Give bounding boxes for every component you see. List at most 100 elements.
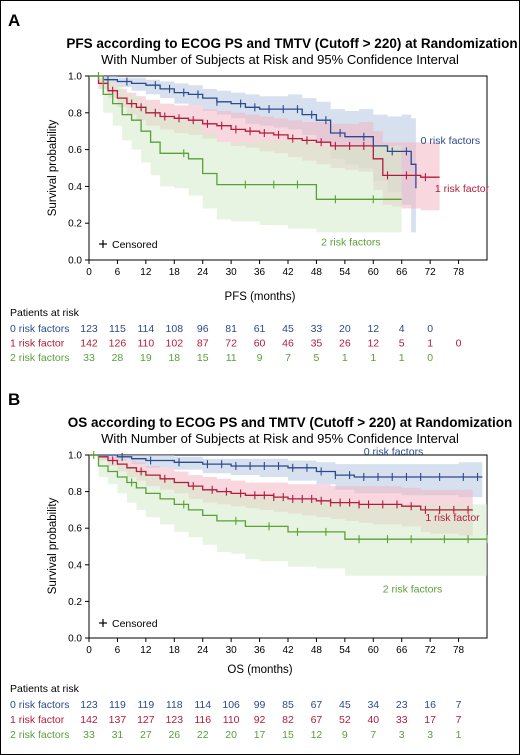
panel-b-x-tick-label: 36	[254, 645, 266, 656]
panel-a-x-tick-label: 0	[86, 267, 92, 278]
panel-b-risk-count: 7	[370, 729, 376, 741]
panel-b-risk-count: 92	[254, 714, 266, 726]
panel-a-risk-count: 81	[225, 323, 237, 335]
panel-b-risk-count: 110	[223, 714, 240, 726]
panel-a-x-tick-label: 30	[226, 267, 238, 278]
panel-a-risk-header: Patients at risk	[10, 307, 80, 319]
panel-a-risk-count: 4	[399, 323, 405, 335]
panel-a-risk-count: 26	[339, 338, 351, 350]
panel-b-risk-count: 20	[225, 729, 237, 741]
panel-a-risk-count: 45	[282, 323, 294, 335]
panel-a-risk-count: 1	[427, 338, 433, 350]
panel-b-risk-count: 12	[311, 729, 323, 741]
panel-a-risk-count: 0	[427, 323, 433, 335]
panel-a-risk-count: 5	[314, 352, 320, 364]
panel-b-x-tick-label: 0	[86, 645, 92, 656]
panel-b-risk-count: 119	[137, 699, 154, 711]
panel-a-risk-count: 87	[197, 338, 209, 350]
panel-b-risk-table: 0 risk factors 123 119 119 118 114 106 99 85 67 45…	[10, 699, 462, 741]
panel-b-x-axis-label: OS (months)	[227, 664, 292, 676]
panel-a-risk-count: 11	[226, 352, 237, 364]
panel-b-risk-count: 26	[168, 729, 180, 741]
panel-b-x-tick-label: 12	[140, 645, 152, 656]
panel-a-risk-count: 142	[80, 338, 98, 350]
panel-a-plot: 0 risk factors 1 risk factor 2 risk factor…	[68, 72, 490, 279]
panel-b-y-tick-label: 0.0	[68, 634, 82, 645]
panel-b-risk-row-name-0: 0 risk factors	[10, 699, 70, 711]
panel-a-x-tick-label: 66	[396, 267, 408, 278]
panel-b-risk-count: 9	[342, 729, 348, 741]
panel-a-survival-line-0	[89, 75, 417, 189]
panel-a-x-tick-label: 36	[254, 267, 266, 278]
panel-a-x-tick-label: 12	[140, 267, 152, 278]
panel-b-risk-count: 123	[80, 699, 98, 711]
panel-b-risk-count: 118	[166, 699, 183, 711]
panel-b-y-tick-label: 0.4	[68, 560, 82, 571]
panel-b-risk-count: 17	[254, 729, 266, 741]
panel-b-x-tick-label: 78	[453, 645, 465, 656]
panel-a-risk-count: 18	[168, 352, 180, 364]
panel-b-y-tick-label: 0.2	[68, 597, 82, 608]
panel-b-risk-count: 67	[311, 699, 323, 711]
panel-a-risk-count: 1	[370, 352, 376, 364]
panel-a-x-tick-label: 24	[197, 267, 209, 278]
panel-a-risk-row-name-1: 1 risk factor	[10, 338, 65, 350]
panel-b-risk-count: 22	[197, 729, 209, 741]
panel-a-risk-count: 72	[225, 338, 237, 350]
panel-a: A PFS according to ECOG PS and TMTV (Cut…	[8, 11, 518, 364]
panel-a-series-label-2: 2 risk factors	[321, 236, 381, 248]
panel-b-x-tick-label: 18	[169, 645, 181, 656]
panel-a-subtitle: With Number of Subjects at Risk and 95% …	[101, 52, 459, 67]
panel-b-y-tick-label: 0.6	[68, 524, 82, 535]
panel-b-risk-count: 114	[194, 699, 211, 711]
panel-b-risk-count: 23	[396, 699, 408, 711]
panel-a-risk-count: 5	[399, 338, 405, 350]
panel-b-risk-count: 99	[254, 699, 266, 711]
panel-a-x-tick-label: 78	[453, 267, 465, 278]
panel-a-risk-count: 114	[137, 323, 154, 335]
panel-b-risk-count: 3	[427, 729, 433, 741]
panel-b-risk-count: 17	[424, 714, 436, 726]
panel-b-risk-count: 7	[456, 714, 462, 726]
panel-a-risk-count: 19	[140, 352, 152, 364]
panel-a-series-label-1: 1 risk factor	[435, 183, 490, 195]
panel-b-risk-count: 67	[311, 714, 323, 726]
panel-b-x-tick-label: 48	[311, 645, 323, 656]
panel-b-x-tick-label: 60	[368, 645, 380, 656]
panel-a-title: PFS according to ECOG PS and TMTV (Cutof…	[66, 36, 517, 51]
panel-a-risk-row-name-2: 2 risk factors	[10, 352, 70, 364]
panel-b-risk-count: 40	[367, 714, 379, 726]
panel-a-x-tick-label: 18	[169, 267, 181, 278]
panel-b-title: OS according to ECOG PS and TMTV (Cutoff…	[68, 415, 512, 430]
panel-a-risk-count: 1	[399, 352, 405, 364]
panel-b-risk-count: 1	[456, 729, 462, 741]
panel-b-risk-count: 52	[339, 714, 351, 726]
panel-a-censored-legend-label: Censored	[112, 239, 158, 251]
panel-a-risk-count: 20	[339, 323, 351, 335]
panel-b-risk-count: 34	[367, 699, 379, 711]
panel-a-y-tick-label: 1.0	[68, 72, 82, 83]
panel-a-risk-count: 46	[282, 338, 294, 350]
panel-a-letter: A	[8, 11, 20, 30]
panel-b-x-tick-label: 24	[197, 645, 209, 656]
panel-b-risk-count: 31	[112, 729, 124, 741]
panel-a-risk-count: 12	[367, 323, 379, 335]
panel-a-survival-line-1	[89, 75, 440, 178]
panel-b-risk-count: 45	[339, 699, 351, 711]
panel-a-y-tick-label: 0.2	[68, 219, 82, 230]
panel-a-y-tick-label: 0.6	[68, 145, 82, 156]
panel-b-risk-count: 85	[282, 699, 294, 711]
panel-a-risk-count: 1	[342, 352, 348, 364]
panel-b-risk-row-name-2: 2 risk factors	[10, 729, 70, 741]
panel-b-risk-count: 142	[80, 714, 98, 726]
panel-b-risk-count: 137	[109, 714, 127, 726]
panel-b-x-tick-label: 6	[115, 645, 121, 656]
panel-b-risk-count: 15	[282, 729, 294, 741]
panel-b-x-tick-label: 54	[339, 645, 351, 656]
panel-b-risk-count: 123	[166, 714, 184, 726]
panel-a-x-tick-label: 72	[425, 267, 437, 278]
panel-a-risk-count: 0	[427, 352, 433, 364]
panel-b-survival-line-2	[89, 454, 487, 540]
panel-a-series-label-0: 0 risk factors	[421, 135, 481, 147]
panel-b-y-tick-label: 0.8	[68, 487, 82, 498]
